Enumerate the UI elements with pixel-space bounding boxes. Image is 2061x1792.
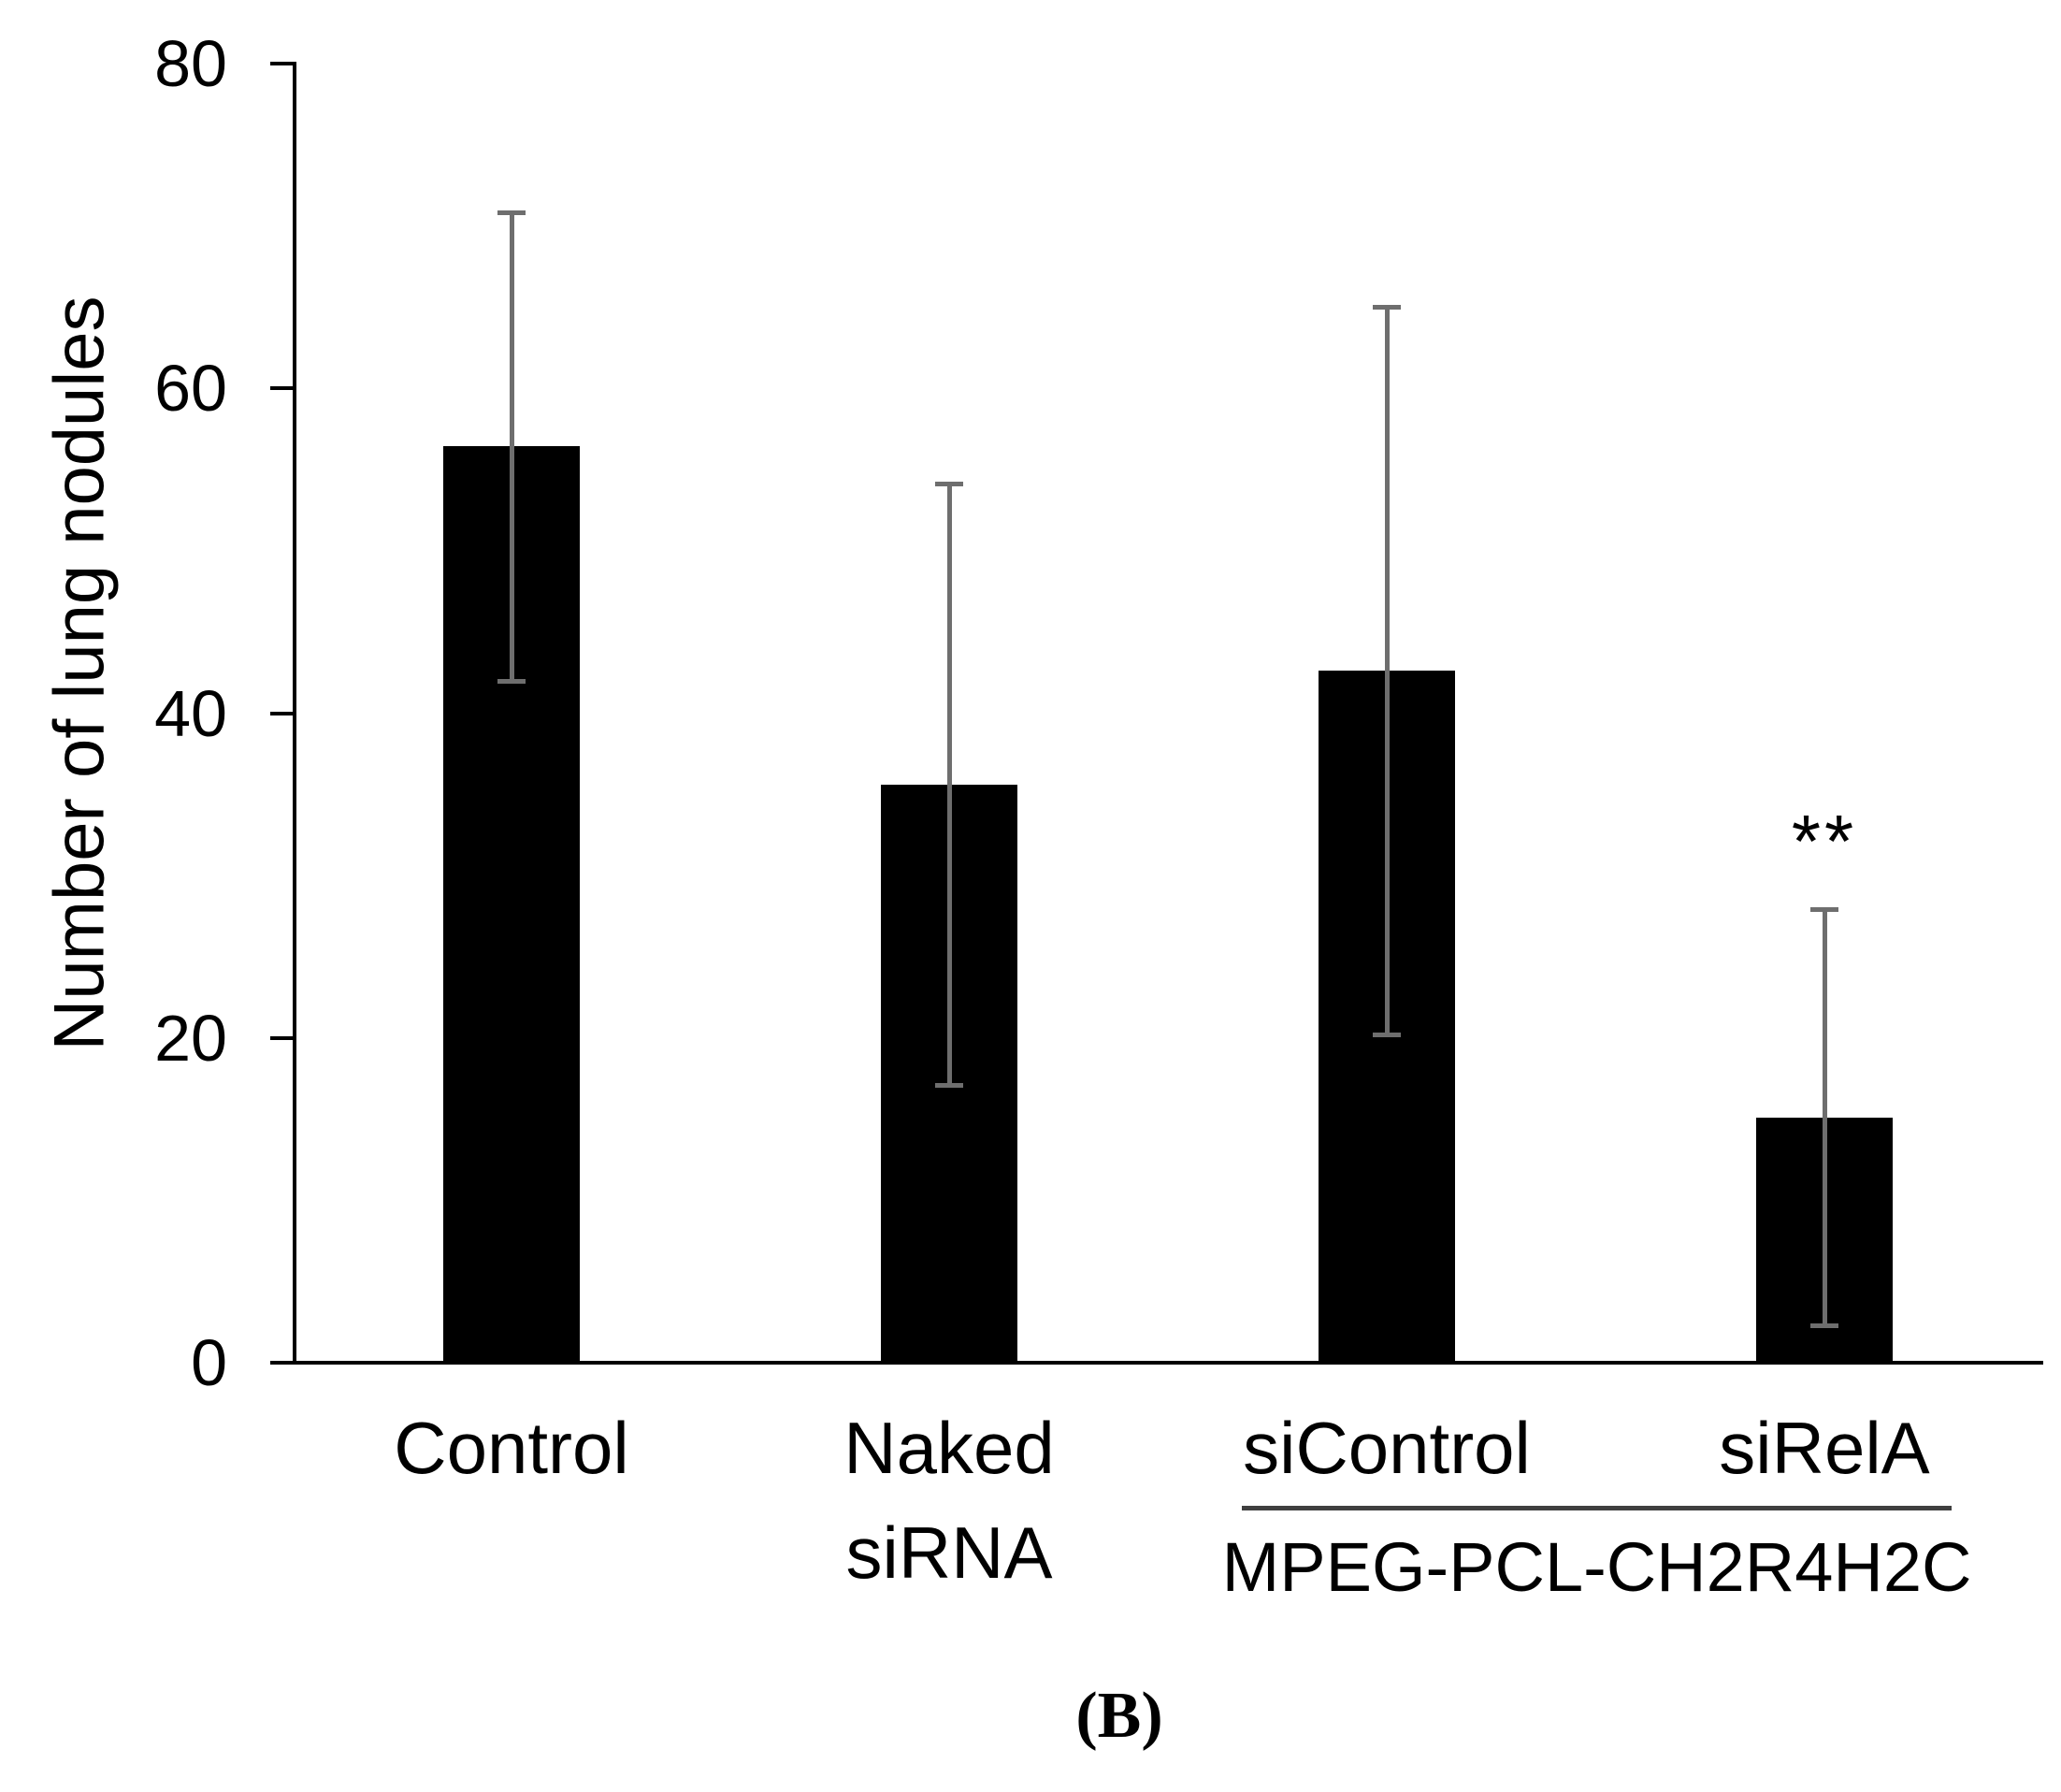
error-bar [946, 484, 952, 1085]
error-bar-cap [935, 482, 963, 487]
x-axis-line [293, 1361, 2043, 1365]
figure-label: (B) [1075, 1680, 1163, 1752]
y-tick-label: 60 [154, 352, 227, 426]
y-tick-mark [270, 386, 293, 391]
error-bar-cap [935, 1082, 963, 1088]
x-tick-label-sicontrol: siControl [1243, 1407, 1531, 1489]
y-tick-label: 0 [191, 1326, 227, 1399]
y-tick-mark [270, 711, 293, 715]
y-tick-mark [270, 62, 293, 65]
error-bar-cap [1373, 1033, 1401, 1037]
error-bar-cap [1810, 1322, 1838, 1328]
error-bar-cap [497, 210, 526, 216]
group-underline [1242, 1506, 1952, 1510]
y-tick-label: 40 [154, 676, 227, 750]
x-tick-label-naked-sirna: Naked siRNA [843, 1407, 1055, 1594]
y-tick-mark [270, 1361, 293, 1365]
error-bar-cap [1810, 907, 1838, 913]
significance-stars: ** [1791, 800, 1858, 884]
x-tick-label-sirela: siRelA [1719, 1407, 1930, 1489]
error-bar [1384, 307, 1390, 1034]
y-tick-label: 80 [154, 27, 227, 100]
y-axis-line [293, 62, 296, 1365]
x-tick-label-control: Control [394, 1407, 629, 1489]
group-label: MPEG-PCL-CH2R4H2C [1221, 1528, 1972, 1606]
y-tick-label: 20 [154, 1001, 227, 1075]
error-bar-cap [497, 678, 526, 684]
error-bar [509, 212, 514, 681]
error-bar-cap [1373, 305, 1401, 311]
error-bar [1822, 909, 1827, 1325]
y-tick-mark [270, 1035, 293, 1040]
